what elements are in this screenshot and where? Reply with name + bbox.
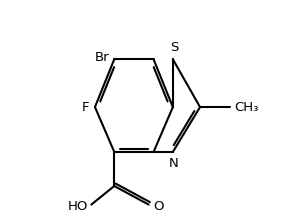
Text: O: O xyxy=(153,200,164,213)
Text: Br: Br xyxy=(94,51,109,64)
Text: CH₃: CH₃ xyxy=(234,101,259,114)
Text: S: S xyxy=(170,41,178,54)
Text: N: N xyxy=(169,157,179,170)
Text: HO: HO xyxy=(68,200,88,213)
Text: F: F xyxy=(82,101,90,114)
